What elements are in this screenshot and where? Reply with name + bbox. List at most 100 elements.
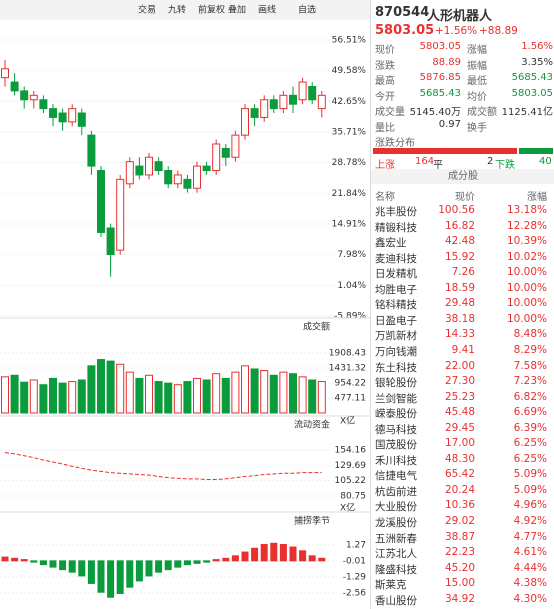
quote-cell: 成交额: [467, 107, 497, 118]
bar: [11, 557, 19, 562]
chg: +88.89: [479, 25, 518, 37]
stock-pct: 4.30%: [513, 592, 547, 605]
bar: [87, 560, 95, 584]
stock-pct: 10.00%: [506, 312, 547, 325]
stock-name[interactable]: 五洲新春: [375, 532, 417, 545]
stock-pct: 5.09%: [513, 468, 547, 481]
stock-name[interactable]: 龙溪股份: [375, 517, 417, 529]
y-tick-label: 7.98%: [337, 250, 366, 260]
quote-cell: 5145.40万: [409, 107, 461, 118]
candle-body: [1, 68, 9, 79]
stock-name[interactable]: 兆丰股份: [375, 206, 417, 218]
stock-name[interactable]: 德马科技: [375, 423, 417, 436]
candle-body: [221, 147, 230, 158]
bar: [1, 556, 9, 562]
candle-body: [317, 94, 326, 110]
breadth-bar-up: [373, 148, 517, 154]
bar: [1, 376, 9, 414]
stock-name[interactable]: 麦迪科技: [375, 252, 417, 265]
stock-name[interactable]: 大业股份: [375, 501, 417, 514]
candle-body: [49, 108, 57, 118]
bar: [318, 557, 326, 562]
candle-body: [269, 99, 278, 110]
bar: [145, 560, 153, 577]
column-header: 名称: [375, 192, 395, 203]
bar: [68, 381, 77, 414]
stock-pct: 6.39%: [513, 421, 547, 434]
bar: [145, 374, 153, 414]
stock-name[interactable]: 万凯新材: [375, 330, 417, 343]
quote-cell: 5685.43: [419, 87, 461, 99]
bar: [135, 377, 144, 414]
stock-name[interactable]: 日盈电子: [375, 314, 417, 327]
stock-pct: 6.82%: [513, 390, 547, 403]
stock-name[interactable]: 精锻科技: [375, 221, 417, 234]
quote-cell: 最低: [467, 76, 487, 87]
quote-cell: 5803.05: [419, 41, 461, 52]
bar: [289, 373, 297, 414]
stock-name[interactable]: 鑫宏业: [375, 237, 407, 250]
quote-cell: 均价: [467, 91, 487, 103]
toolbar-button[interactable]: 画线: [258, 4, 276, 16]
stock-name[interactable]: 均胜电子: [375, 283, 417, 296]
quote-cell: 5685.43: [511, 72, 553, 83]
bar: [299, 550, 307, 562]
bar: [317, 381, 326, 414]
stock-name[interactable]: 斯莱克: [375, 579, 407, 592]
candle-body: [68, 108, 77, 123]
bar: [221, 377, 230, 414]
stock-name[interactable]: 银轮股份: [375, 377, 417, 390]
stock-name[interactable]: 杭齿前进: [375, 485, 417, 498]
candle-body: [260, 99, 269, 118]
stock-name[interactable]: 信捷电气: [375, 470, 417, 483]
toolbar-button[interactable]: 自选: [298, 4, 316, 16]
candle-body: [298, 81, 307, 101]
stock-name[interactable]: 嵘泰股份: [375, 408, 417, 421]
index-code: 870544: [375, 5, 430, 20]
candle-body: [202, 165, 211, 172]
stock-price: 17.00: [444, 437, 475, 450]
bar: [68, 560, 76, 573]
stock-price: 48.30: [444, 452, 475, 465]
stock-price: 45.48: [444, 406, 475, 419]
bar: [231, 371, 240, 414]
stock-name[interactable]: 江苏北人: [375, 548, 417, 561]
stock-price: 29.02: [444, 515, 475, 527]
bar: [155, 560, 163, 573]
stock-price: 22.23: [444, 546, 475, 559]
stock-price: 22.00: [444, 359, 475, 372]
toolbar-button[interactable]: 九转: [168, 4, 186, 16]
stock-pct: 7.23%: [513, 375, 547, 388]
bar: [193, 377, 201, 414]
stock-price: 15.92: [444, 250, 475, 263]
stock-name[interactable]: 香山股份: [375, 594, 417, 607]
bar: [308, 555, 316, 562]
quote-cell: 88.89: [432, 56, 461, 68]
stock-name[interactable]: 铭科精技: [375, 299, 417, 312]
stock-name[interactable]: 兰剑智能: [375, 392, 417, 405]
toolbar-button[interactable]: 叠加: [228, 5, 246, 16]
bar: [164, 560, 172, 571]
bar: [49, 560, 57, 568]
stock-price: 65.42: [444, 468, 475, 481]
candle-body: [87, 134, 96, 167]
toolbar-button[interactable]: 交易: [138, 4, 156, 16]
stock-name[interactable]: 日发精机: [375, 268, 417, 281]
unit-label: X亿: [340, 502, 355, 514]
stock-name[interactable]: 国茂股份: [375, 439, 417, 452]
stock-name[interactable]: 万向钱潮: [375, 345, 417, 358]
stock-name[interactable]: 隆盛科技: [375, 563, 417, 576]
quote-cell: 涨跌: [375, 60, 395, 72]
stock-price: 34.92: [444, 592, 475, 605]
bar: [202, 379, 211, 414]
bar: [106, 360, 115, 414]
breadth-label: 上涨: [375, 160, 395, 171]
stock-name[interactable]: 东土科技: [375, 361, 417, 374]
toolbar-button[interactable]: 前复权: [198, 4, 225, 16]
y-tick-label: 21.84%: [332, 189, 367, 199]
candle-body: [173, 174, 182, 185]
bar: [298, 376, 307, 414]
candle-body: [77, 112, 86, 127]
bar: [29, 379, 38, 414]
stock-name[interactable]: 禾川科技: [375, 454, 417, 467]
